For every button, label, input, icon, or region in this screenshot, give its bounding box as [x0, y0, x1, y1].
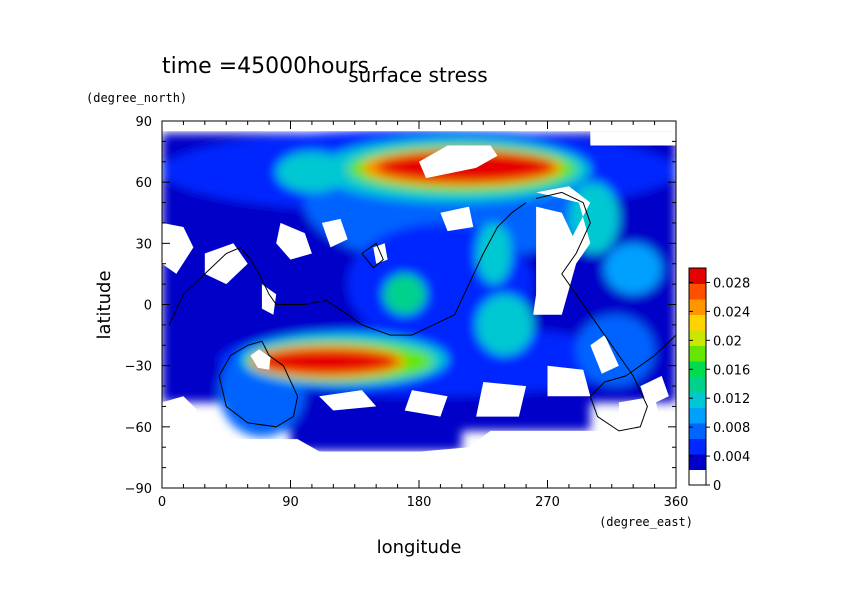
arctic-gap [590, 131, 676, 146]
y-tick-label: 30 [135, 237, 152, 252]
stress-blob [604, 243, 662, 295]
south-gap-e [618, 396, 662, 431]
south-atlantic-gap [162, 396, 198, 427]
colorbar-frame [688, 267, 707, 486]
eastern-calm-inner [536, 206, 577, 305]
colorbar-band [689, 268, 706, 284]
y-tick-label: 90 [135, 115, 152, 130]
colorbar-tick-label: 0.004 [713, 450, 750, 465]
y-tick-label: −90 [125, 482, 152, 497]
south-jet-peak [254, 349, 398, 374]
x-tick-label: 270 [535, 495, 560, 510]
southern-tail [290, 416, 462, 452]
y-axis-unit: (degree_north) [86, 91, 187, 105]
coastline-southern-island [218, 340, 299, 428]
gap-d [590, 335, 619, 374]
south-gap-c [476, 382, 527, 417]
west-gap [204, 243, 248, 285]
colorbar-tick-label: 0.012 [713, 392, 750, 407]
north-calm-core [419, 145, 498, 179]
chart-title: surface stress [348, 63, 487, 87]
y-axis-label: latitude [94, 270, 115, 339]
x-tick-label: 0 [158, 495, 166, 510]
coastline-eastern [535, 191, 676, 432]
x-axis-label: longitude [377, 537, 462, 558]
colorbar-tick-label: 0 [713, 479, 721, 494]
colorbar-tick-label: 0.024 [713, 305, 750, 320]
colorbar-tick-label: 0.02 [713, 334, 742, 349]
colorbar-band [689, 314, 706, 331]
polar-cap-south [162, 430, 676, 488]
coastline-small-island [361, 242, 384, 269]
south-gap-d [547, 365, 591, 397]
y-axis: −90 −60 −30 0 30 60 90 [125, 115, 676, 497]
stress-blob [476, 222, 512, 285]
x-axis: 0 90 180 270 360 [158, 121, 689, 510]
colorbar-tick-label: 0.016 [713, 363, 750, 378]
y-tick-label: 60 [135, 176, 152, 191]
x-tick-label: 180 [407, 495, 432, 510]
south-gap-a [319, 390, 377, 411]
south-gap-b [404, 390, 448, 417]
colorbar-band [689, 345, 706, 362]
colorbar-band [689, 469, 706, 486]
x-axis-unit: (degree_east) [599, 515, 693, 529]
y-tick-label: 0 [144, 299, 152, 314]
stress-blob [476, 294, 534, 356]
stress-blob [383, 273, 427, 315]
atlantic-gap [162, 222, 194, 274]
colorbar-band [689, 361, 706, 377]
colorbar-band [689, 283, 706, 300]
colorbar-band [689, 438, 706, 455]
colorbar-tick-label: 0.028 [713, 276, 750, 291]
stress-field [162, 121, 676, 488]
colorbar-band [689, 376, 706, 393]
colorbar: 0 0.004 0.008 0.012 0.016 0.02 0.024 0.028 [688, 267, 750, 494]
gap-a [276, 222, 312, 260]
colorbar-band [689, 299, 706, 315]
x-tick-label: 90 [282, 495, 299, 510]
colorbar-tick-label: 0.008 [713, 421, 750, 436]
south-calm-core [250, 349, 271, 370]
colorbar-band [689, 330, 706, 346]
colorbar-band [689, 423, 706, 439]
colorbar-band [689, 454, 706, 470]
coastline-equatorial [168, 202, 527, 336]
gap-c [261, 284, 277, 315]
mid-gap [440, 206, 474, 232]
x-tick-label: 360 [664, 495, 689, 510]
time-label: time =45000hours [162, 54, 369, 79]
colorbar-band [689, 392, 706, 408]
gap-b [321, 218, 348, 248]
y-tick-label: −30 [125, 360, 152, 375]
y-tick-label: −60 [125, 421, 152, 436]
colorbar-band [689, 407, 706, 424]
